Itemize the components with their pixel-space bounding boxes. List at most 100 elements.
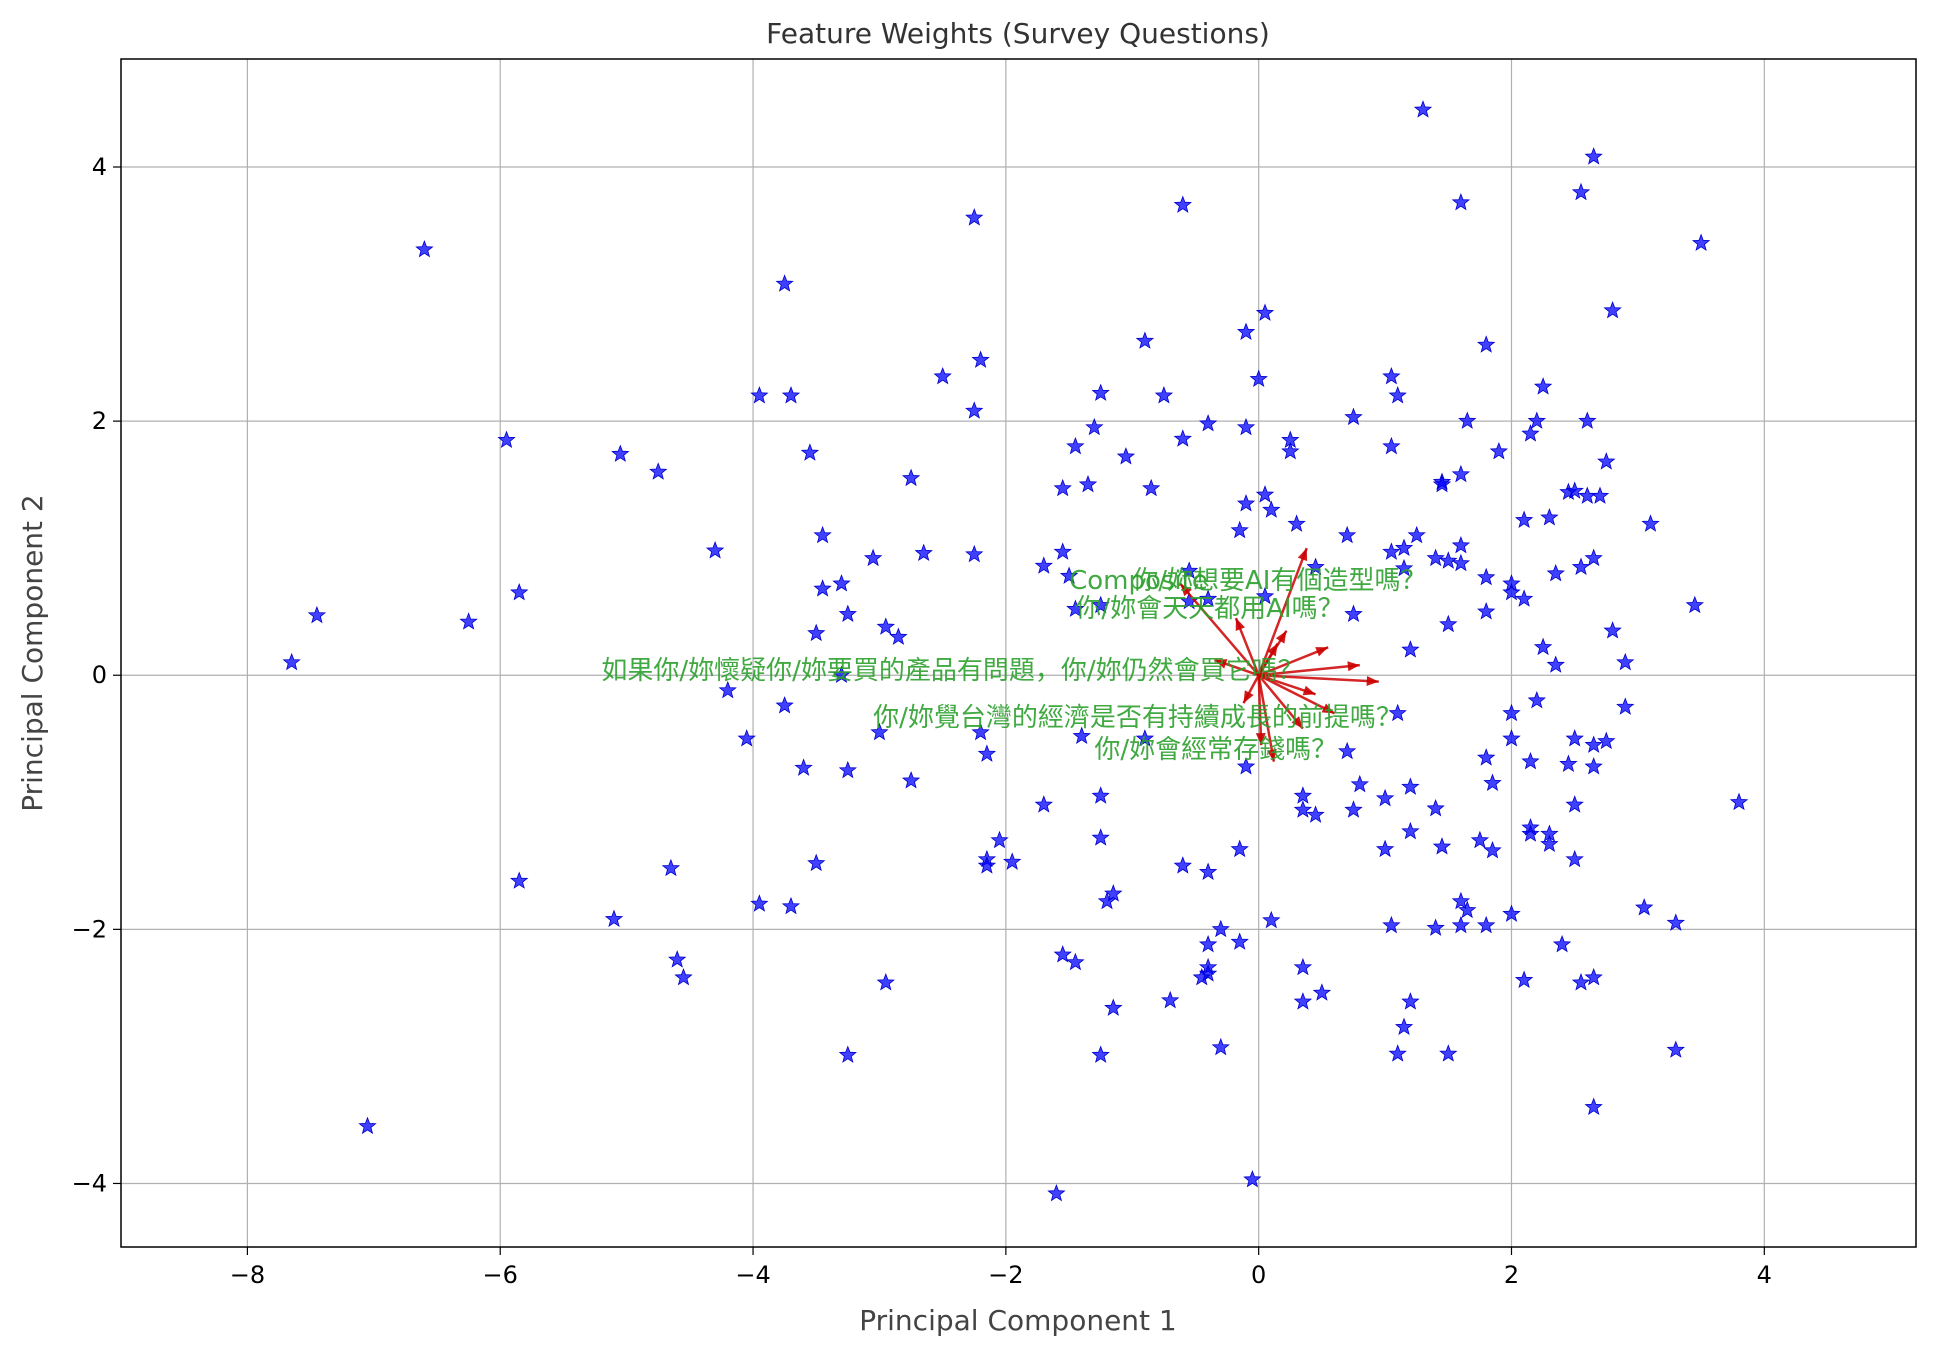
data-point-star (1451, 915, 1471, 934)
data-point-star (1477, 567, 1496, 586)
data-point-star (1584, 757, 1603, 775)
data-point-star (965, 401, 984, 419)
data-point-star (832, 665, 851, 684)
data-point-star (807, 623, 826, 642)
data-point-star (1078, 474, 1098, 493)
data-point-star (1546, 655, 1565, 673)
data-point-star (781, 896, 801, 915)
data-point-star (1091, 828, 1110, 846)
data-points (282, 100, 1749, 1202)
data-point-star (1293, 800, 1313, 818)
data-point-star (1597, 452, 1616, 470)
data-point-star (1255, 303, 1275, 321)
data-point-star (1666, 913, 1685, 931)
data-point-star (807, 853, 826, 872)
data-point-star (1394, 558, 1414, 577)
data-point-star (1350, 774, 1369, 793)
grid (121, 59, 1916, 1247)
data-point-star (1091, 595, 1110, 614)
feature-vector-arrow (1258, 646, 1329, 677)
axis-ticks: −8 −6 −4 −2 0 2 4 −4 −2 0 2 4 (72, 153, 1772, 1289)
data-point-star (1439, 614, 1458, 633)
data-point-star (800, 443, 820, 461)
x-tick-label: −2 (988, 1261, 1023, 1289)
data-point-star (1666, 1040, 1685, 1058)
data-point-star (1603, 300, 1622, 319)
data-point-star (1236, 757, 1256, 775)
data-point-star (1091, 786, 1110, 804)
data-point-star (1382, 542, 1401, 560)
data-point-star (497, 430, 516, 449)
data-point-star (1306, 805, 1325, 823)
feature-vector-label: 你/妳想要AI有個造型嗎？ (1132, 566, 1426, 596)
data-point-star (1584, 548, 1603, 567)
data-point-star (1394, 1017, 1414, 1036)
data-point-star (1375, 788, 1395, 807)
plot-area-frame (120, 58, 1917, 1248)
data-point-star (1616, 652, 1635, 671)
data-point-star (1388, 1044, 1407, 1062)
data-point-star (1135, 729, 1155, 747)
data-point-star (1426, 548, 1445, 567)
x-tick-label: 0 (1251, 1261, 1266, 1289)
feature-vector-arrow (1179, 582, 1260, 677)
data-point-star (1514, 510, 1534, 529)
data-point-star (1192, 967, 1211, 986)
data-point-star (1211, 1037, 1230, 1056)
feature-vector-label: 你/妳會天天都用AI嗎？ (1075, 594, 1343, 624)
data-point-star (1540, 508, 1559, 526)
data-point-star (750, 386, 769, 404)
data-point-star (1571, 557, 1591, 576)
data-point-star (1407, 525, 1426, 544)
data-point-star (1255, 586, 1275, 605)
data-point-star (794, 758, 813, 776)
data-point-star (1003, 852, 1022, 870)
feature-vector-arrowhead (1315, 647, 1329, 657)
data-point-star (1502, 904, 1521, 922)
feature-vector-arrow (1258, 663, 1360, 677)
data-point-star (1578, 411, 1597, 429)
feature-vector-arrowhead (1243, 690, 1254, 704)
data-point-star (1047, 1183, 1066, 1202)
x-tick-label: −8 (230, 1261, 265, 1289)
data-point-star (1477, 915, 1496, 934)
data-point-star (1173, 429, 1192, 447)
data-point-star (838, 1045, 857, 1063)
data-point-star (1533, 637, 1553, 656)
data-point-star (971, 350, 990, 368)
data-point-star (965, 544, 984, 563)
data-point-star (1034, 556, 1053, 574)
data-point-star (1375, 839, 1395, 858)
feature-vector-arrowhead (1366, 675, 1379, 686)
feature-vector-arrowhead (1291, 716, 1303, 729)
data-point-star (1729, 792, 1749, 811)
data-point-star (750, 894, 769, 912)
data-point-star (1211, 919, 1230, 938)
data-point-star (1053, 478, 1072, 497)
data-point-star (1502, 729, 1521, 747)
data-point-star (1116, 447, 1136, 465)
data-point-star (1451, 464, 1471, 483)
data-point-star (832, 574, 851, 592)
data-point-star (1483, 773, 1502, 792)
feature-vector-arrow (1258, 673, 1379, 683)
data-point-star (1135, 331, 1155, 349)
data-point-star (1180, 561, 1199, 579)
data-point-star (1401, 777, 1420, 795)
data-point-star (1432, 474, 1452, 493)
data-point-star (813, 579, 832, 597)
feature-vector-label: 你/妳覺台灣的經濟是否有持續成長的前提嗎？ (873, 703, 1402, 733)
data-point-star (1306, 557, 1325, 576)
data-point-star (1559, 754, 1578, 773)
data-point-star (889, 627, 908, 645)
data-point-star (1565, 481, 1584, 499)
data-point-star (1641, 514, 1660, 532)
feature-vector-arrow (1257, 547, 1308, 676)
data-point-star (977, 856, 997, 874)
data-point-star (1230, 520, 1249, 539)
data-point-star (1053, 945, 1072, 963)
data-point-star (1571, 182, 1591, 201)
data-point-star (1565, 795, 1584, 813)
data-point-star (1685, 595, 1704, 614)
data-point-star (1142, 478, 1161, 497)
